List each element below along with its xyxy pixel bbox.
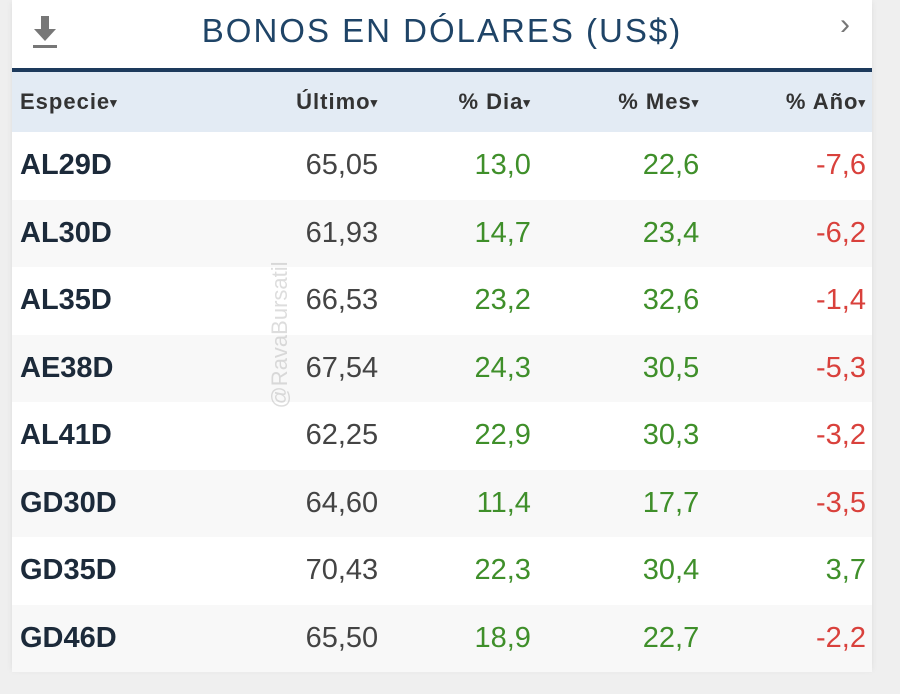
cell-ultimo: 66,53: [305, 284, 379, 317]
column-label: % Dia: [458, 89, 524, 114]
cell-ano: -2,2: [705, 604, 872, 672]
sort-caret-icon[interactable]: ▾: [691, 95, 700, 111]
column-label: % Año: [785, 89, 859, 114]
table-row[interactable]: GD35D 70,43 22,3 30,4 3,7: [12, 537, 872, 605]
column-label: Especie: [20, 89, 111, 114]
table-row[interactable]: AL35D 66,53 23,2 32,6 -1,4: [12, 267, 872, 335]
cell-dia: 11,4: [384, 469, 537, 537]
sort-caret-icon[interactable]: ▾: [370, 95, 379, 111]
cell-ano: -6,2: [705, 199, 872, 267]
cell-mes: 23,4: [536, 199, 706, 267]
cell-especie: GD35D: [20, 554, 117, 587]
sort-caret-icon[interactable]: ▾: [110, 95, 118, 111]
cell-mes: 32,6: [642, 284, 700, 317]
cell-ultimo: 65,05: [305, 149, 379, 182]
bonds-card: BONOS EN DÓLARES (US$) › Especie▾ Último▾…: [12, 0, 872, 672]
cell-dia: 13,0: [474, 149, 531, 182]
table-row[interactable]: AL41D 62,25 22,9 30,3 -3,2: [12, 402, 872, 470]
cell-ultimo: 70,43: [305, 554, 379, 587]
title-bar: BONOS EN DÓLARES (US$) ›: [12, 0, 872, 72]
table-row[interactable]: AE38D 67,54 24,3 30,5 -5,3: [12, 334, 872, 402]
table-row[interactable]: GD30D 64,60 11,4 17,7 -3,5: [12, 469, 872, 537]
cell-dia: 24,3: [384, 334, 537, 402]
bonds-table: Especie▾ Último▾% Dia▾% Mes▾% Año▾ AL29D 6…: [12, 72, 872, 672]
column-label: % Mes: [618, 89, 692, 114]
watermark: @RavaBursatil: [267, 261, 292, 409]
cell-ultimo: 64,60: [214, 469, 385, 537]
column-header-especie[interactable]: Especie▾: [12, 72, 215, 132]
download-icon[interactable]: [30, 14, 60, 50]
column-label: Último: [296, 89, 371, 114]
cell-especie: AL30D: [12, 199, 215, 267]
cell-dia: 23,2: [474, 284, 531, 317]
sort-caret-icon[interactable]: ▾: [858, 95, 866, 111]
cell-dia: 22,3: [474, 554, 531, 587]
cell-ano: -5,3: [705, 334, 872, 402]
cell-especie: GD46D: [12, 604, 215, 672]
column-header-ultimo[interactable]: Último▾: [214, 72, 385, 132]
column-header-dia[interactable]: % Dia▾: [384, 72, 537, 132]
sort-caret-icon[interactable]: ▾: [523, 95, 531, 111]
cell-especie: AL35D: [20, 284, 112, 317]
cell-especie: AL41D: [20, 419, 112, 452]
cell-especie: AE38D: [12, 334, 215, 402]
cell-ultimo: 65,50: [214, 604, 385, 672]
cell-mes: 22,6: [642, 149, 700, 182]
chevron-right-icon[interactable]: ›: [840, 8, 850, 41]
cell-dia: 14,7: [384, 199, 537, 267]
cell-mes: 30,5: [536, 334, 706, 402]
cell-ultimo: 67,54: [214, 334, 385, 402]
cell-ultimo: 61,93: [214, 199, 385, 267]
column-header-mes[interactable]: % Mes▾: [536, 72, 706, 132]
column-header-ano[interactable]: % Año▾: [705, 72, 872, 132]
cell-ano: -7,6: [816, 149, 866, 182]
cell-ano: -3,5: [705, 469, 872, 537]
table-row[interactable]: AL30D 61,93 14,7 23,4 -6,2: [12, 199, 872, 267]
cell-mes: 22,7: [536, 604, 706, 672]
cell-ano: -3,2: [816, 419, 866, 452]
cell-dia: 18,9: [384, 604, 537, 672]
table-row[interactable]: GD46D 65,50 18,9 22,7 -2,2: [12, 604, 872, 672]
cell-mes: 30,3: [642, 419, 700, 452]
cell-ano: -1,4: [816, 284, 866, 317]
cell-ano: 3,7: [825, 554, 866, 587]
page-title: BONOS EN DÓLARES (US$): [201, 12, 683, 49]
cell-especie: AL29D: [20, 149, 112, 182]
table-row[interactable]: AL29D 65,05 13,0 22,6 -7,6: [12, 132, 872, 200]
cell-ultimo: 62,25: [305, 419, 379, 452]
cell-mes: 17,7: [536, 469, 706, 537]
cell-mes: 30,4: [642, 554, 700, 587]
cell-especie: GD30D: [12, 469, 215, 537]
cell-dia: 22,9: [474, 419, 531, 452]
